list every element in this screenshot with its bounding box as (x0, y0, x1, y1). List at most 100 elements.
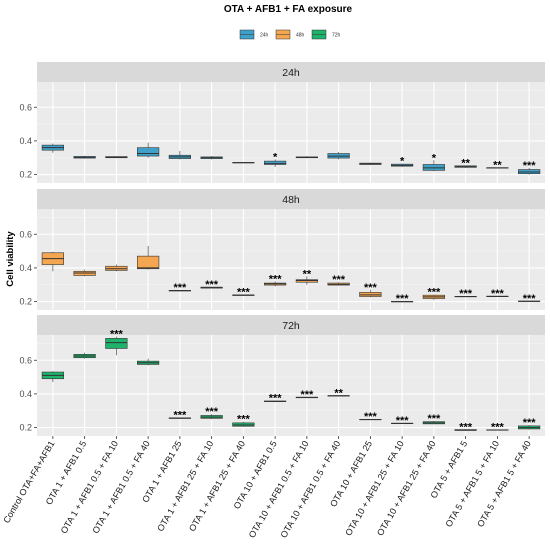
significance-label: *** (396, 415, 410, 427)
box-48h-5: *** (200, 279, 223, 291)
box-72h-9: ** (327, 387, 350, 399)
x-tick-label: OTA 1 + AFB1 0.5 + FA 40 (90, 439, 151, 535)
significance-label: *** (523, 293, 537, 305)
facet-strip-label: 24h (282, 67, 300, 79)
box-48h-7: *** (264, 273, 287, 287)
legend: 24h 48h 72h (239, 29, 341, 40)
y-tick-label: 0.4 (19, 263, 32, 273)
significance-label: ** (334, 387, 343, 399)
box-48h-3 (137, 246, 160, 270)
y-tick-label: 0.2 (19, 297, 32, 307)
box-72h-10: *** (359, 411, 382, 423)
box-72h-8: *** (295, 389, 318, 401)
significance-label: *** (491, 288, 505, 300)
box-24h-10 (359, 162, 382, 165)
x-tick-label: OTA 1 + AFB1 25 + FA 40 (187, 439, 247, 533)
box-48h-4: *** (168, 282, 191, 294)
box-48h-13: *** (454, 288, 477, 300)
facet-strip (37, 189, 545, 209)
box-72h-4: *** (168, 409, 191, 421)
legend-label: 72h (332, 33, 341, 39)
box-48h-2 (105, 264, 128, 272)
x-tick-label: OTA 10 + AFB1 0.5 + FA 40 (278, 439, 342, 540)
significance-label: *** (523, 417, 537, 429)
panel-background (37, 209, 545, 310)
box-body (232, 422, 255, 427)
significance-label: ** (493, 160, 502, 172)
legend-label: 24h (260, 33, 269, 39)
significance-label: *** (173, 282, 187, 294)
box-72h-7: *** (264, 393, 287, 405)
y-tick-label: 0.6 (19, 102, 32, 112)
significance-label: *** (269, 393, 283, 405)
significance-label: *** (173, 409, 187, 421)
box-24h-7: * (264, 151, 287, 168)
x-tick-label: OTA 1 + AFB1 0.5 + FA 10 (59, 439, 120, 535)
significance-label: * (273, 151, 278, 163)
legend-item-24h: 24h (239, 29, 269, 40)
box-body (137, 255, 160, 270)
significance-label: *** (332, 274, 346, 286)
x-tick-label: OTA 10 + AFB1 0.5 + FA 10 (247, 439, 311, 540)
box-24h-1 (73, 155, 96, 159)
box-24h-13: ** (454, 157, 477, 169)
box-24h-6 (232, 162, 255, 164)
box-72h-5: *** (200, 406, 223, 420)
significance-label: *** (205, 406, 219, 418)
significance-label: ** (303, 268, 312, 280)
y-tick-label: 0.2 (19, 423, 32, 433)
x-tick-label: OTA 10 + AFB1 25 + FA 40 (375, 439, 438, 537)
y-tick-label: 0.4 (19, 389, 32, 399)
box-24h-2 (105, 156, 128, 159)
chart-title: OTA + AFB1 + FA exposure (224, 4, 353, 15)
significance-label: * (432, 152, 437, 164)
significance-label: *** (491, 422, 505, 434)
x-tick-label: OTA 10 + AFB1 25 + FA 10 (343, 439, 406, 537)
box-body (264, 160, 287, 165)
box-body (137, 147, 160, 157)
box-72h-1 (73, 352, 96, 359)
significance-label: *** (427, 413, 441, 425)
significance-label: *** (237, 287, 251, 299)
y-tick-label: 0.6 (19, 229, 32, 239)
legend-item-48h: 48h (275, 29, 305, 40)
significance-label: * (400, 156, 405, 168)
y-tick-label: 0.4 (19, 136, 32, 146)
box-body (105, 338, 128, 349)
box-24h-5 (200, 156, 223, 160)
significance-label: *** (205, 279, 219, 291)
significance-label: *** (459, 421, 473, 433)
box-24h-9 (327, 151, 350, 160)
box-24h-0 (41, 143, 64, 153)
box-48h-6: *** (232, 287, 255, 299)
significance-label: *** (459, 288, 473, 300)
significance-label: *** (427, 287, 441, 299)
significance-label: *** (364, 411, 378, 423)
box-48h-14: *** (486, 288, 509, 300)
box-24h-15: *** (518, 160, 541, 175)
box-72h-13: *** (454, 421, 477, 433)
significance-label: *** (237, 414, 251, 426)
facet-strip (37, 62, 545, 82)
box-48h-15: *** (518, 293, 541, 305)
significance-label: *** (269, 273, 283, 285)
facet-strip (37, 315, 545, 335)
facet-strip-label: 48h (282, 194, 300, 206)
box-72h-0 (41, 371, 64, 383)
box-24h-4 (168, 151, 191, 160)
box-48h-9: *** (327, 274, 350, 286)
box-72h-14: *** (486, 422, 509, 434)
significance-label: *** (364, 282, 378, 294)
box-48h-1 (73, 269, 96, 277)
box-72h-15: *** (518, 417, 541, 430)
box-48h-12: *** (422, 287, 445, 300)
y-tick-label: 0.6 (19, 355, 32, 365)
significance-label: *** (110, 329, 124, 341)
box-48h-10: *** (359, 282, 382, 298)
box-72h-3 (137, 358, 160, 366)
legend-label: 48h (296, 33, 305, 39)
